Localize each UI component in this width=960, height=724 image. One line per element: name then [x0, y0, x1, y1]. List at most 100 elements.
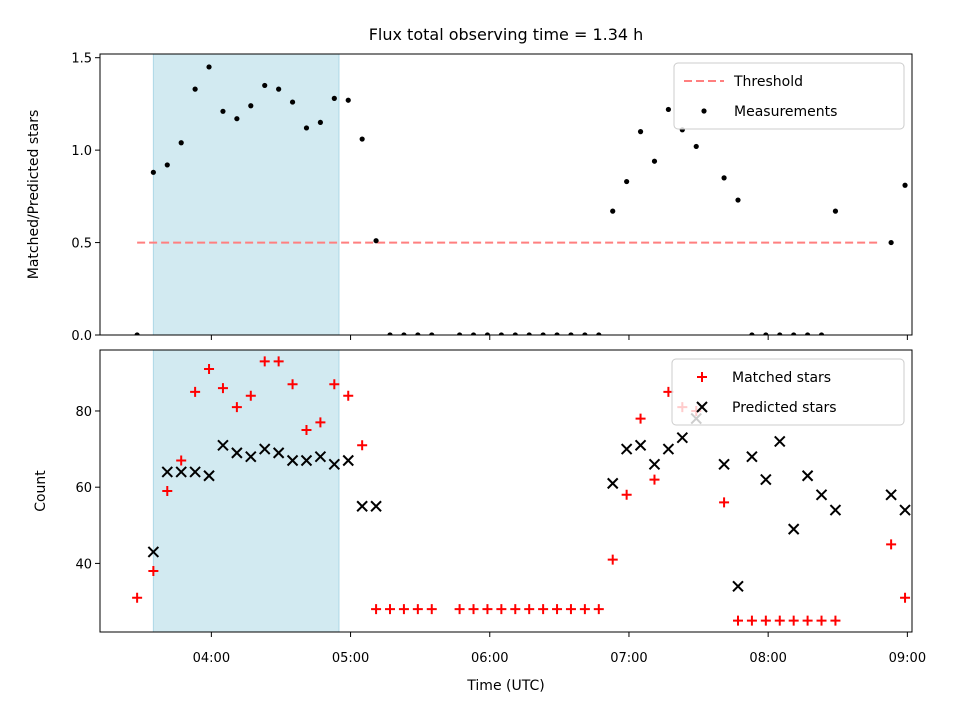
measurement-point	[470, 332, 477, 335]
matched-star-marker	[357, 440, 368, 451]
measurement-point	[763, 332, 769, 335]
measurement-point	[540, 332, 546, 335]
predicted-star-marker	[746, 450, 758, 463]
matched-star-marker	[385, 604, 395, 615]
legend-label: Matched stars	[732, 370, 831, 386]
legend-predicted-swatch	[696, 401, 708, 413]
matched-star-marker	[371, 604, 382, 615]
predicted-star-marker	[370, 500, 382, 512]
predicted-star-marker	[662, 443, 675, 455]
shaded-interval	[152, 53, 340, 336]
measurement-point	[512, 332, 518, 335]
measurement-point	[582, 332, 588, 335]
predicted-star-marker	[217, 439, 229, 451]
predicted-star-marker	[885, 489, 897, 501]
matched-star-marker	[329, 379, 340, 390]
predicted-star-marker	[801, 470, 814, 482]
matched-star-marker	[496, 604, 507, 615]
measurement-point	[457, 332, 463, 335]
matched-star-marker	[162, 486, 173, 496]
matched-star-marker	[900, 592, 911, 603]
matched-star-marker	[468, 604, 479, 615]
predicted-star-marker	[203, 470, 215, 482]
matched-star-marker	[190, 386, 201, 397]
matched-star-marker	[635, 413, 646, 424]
measurement-point	[373, 238, 379, 244]
predicted-star-marker	[147, 546, 160, 558]
x-tick-label: 05:00	[332, 651, 369, 666]
matched-star-marker	[412, 604, 423, 615]
legend-matched-swatch	[697, 372, 707, 382]
measurement-point	[303, 125, 310, 131]
predicted-star-marker	[300, 454, 313, 467]
axes-frame	[99, 349, 913, 633]
matched-star-marker	[802, 615, 813, 626]
shaded-interval	[152, 349, 340, 633]
matched-star-marker	[315, 417, 326, 428]
predicted-star-marker	[189, 466, 201, 478]
measurement-point	[248, 103, 254, 109]
matched-star-marker	[607, 554, 618, 565]
plot-area	[134, 64, 935, 335]
legend-box	[671, 358, 905, 426]
matched-star-marker	[593, 604, 604, 615]
measurement-point	[276, 86, 282, 92]
matched-star-marker	[830, 615, 841, 626]
measurement-point	[916, 188, 921, 193]
matched-star-marker	[343, 390, 354, 401]
measurement-point	[832, 208, 839, 214]
measurement-point	[610, 208, 616, 214]
matched-star-marker	[273, 356, 284, 367]
predicted-star-marker	[914, 490, 924, 500]
measurement-point	[220, 108, 226, 114]
measurement-point	[902, 182, 908, 188]
predicted-star-marker	[328, 458, 341, 471]
predicted-star-marker	[286, 454, 299, 467]
measurement-point	[735, 197, 741, 203]
predicted-star-marker	[928, 505, 938, 515]
matched-star-marker	[259, 356, 270, 367]
measurement-point	[262, 82, 268, 89]
predicted-star-marker	[231, 447, 243, 459]
predicted-star-marker	[259, 443, 271, 455]
matched-star-marker	[552, 604, 563, 615]
measurement-point	[206, 64, 212, 70]
matched-star-marker	[886, 539, 897, 550]
measurement-point	[888, 239, 894, 246]
predicted-star-marker	[718, 458, 730, 471]
x-tick-label: 04:00	[193, 651, 230, 666]
ratio-panel: 0.0 0.5 1.0 1.5 Matched/Predicted stars Thres…	[26, 52, 935, 344]
measurement-point	[637, 129, 644, 135]
y-tick-label: 60	[75, 481, 92, 496]
measurement-point	[387, 332, 393, 335]
matched-star-marker	[454, 604, 465, 615]
measurement-point	[150, 169, 156, 175]
matched-star-marker	[719, 497, 730, 508]
measurement-point	[624, 178, 630, 185]
predicted-star-marker	[314, 450, 327, 463]
legend-label: Threshold	[733, 74, 803, 90]
predicted-star-marker	[175, 466, 187, 478]
predicted-star-marker	[676, 431, 689, 444]
legend-label: Measurements	[734, 104, 837, 120]
chart-title: Flux total observing time = 1.34 h	[369, 25, 644, 44]
measurement-point	[331, 95, 337, 101]
matched-star-marker	[176, 455, 187, 466]
measurement-point	[234, 116, 240, 122]
matched-star-marker	[482, 604, 493, 615]
measurement-point	[498, 332, 504, 335]
matched-star-marker	[287, 379, 298, 390]
matched-star-marker	[746, 615, 757, 626]
measurement-point	[484, 332, 491, 335]
measurement-point	[401, 332, 407, 335]
predicted-star-marker	[634, 439, 647, 451]
matched-star-marker	[231, 402, 242, 413]
measurement-point	[930, 201, 935, 206]
measurement-point	[721, 175, 727, 181]
measurement-point	[289, 99, 296, 105]
measurement-point	[134, 332, 140, 335]
measurement-point	[777, 332, 783, 335]
measurement-point	[805, 332, 811, 335]
measurement-point	[791, 332, 797, 335]
predicted-star-marker	[272, 447, 285, 459]
